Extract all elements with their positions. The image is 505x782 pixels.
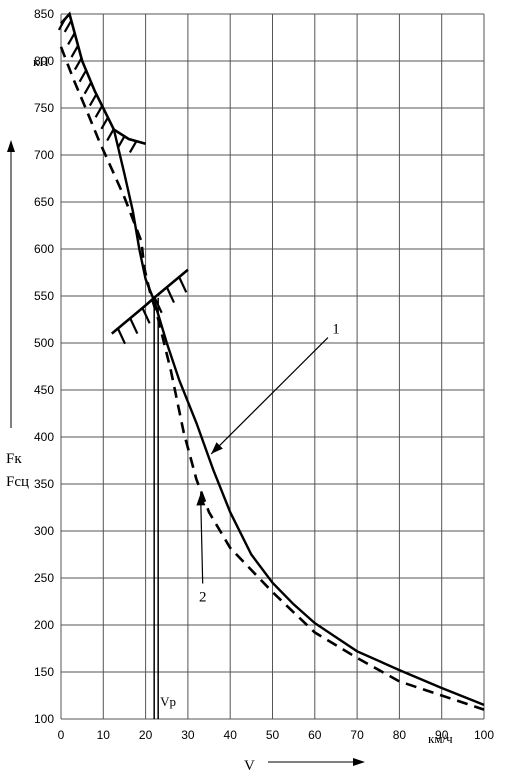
hatch-mark xyxy=(129,317,139,335)
x-tick-label: 50 xyxy=(266,728,280,742)
y-unit-label: кН xyxy=(33,54,49,69)
y-axis-label-bottom: Fсц xyxy=(6,474,29,490)
y-tick-label: 200 xyxy=(34,618,54,632)
hatch-mark xyxy=(165,286,175,303)
x-tick-label: 90 xyxy=(435,728,449,742)
y-tick-label: 650 xyxy=(34,195,54,209)
hatch-mark xyxy=(141,307,151,324)
hatch-mark xyxy=(117,135,126,149)
y-axis-label-top: Fк xyxy=(6,451,22,467)
x-tick-label: 10 xyxy=(97,728,111,742)
x-tick-label: 60 xyxy=(308,728,322,742)
adhesion-limit-mid xyxy=(110,268,189,335)
hatch-mark xyxy=(116,328,127,345)
y-tick-label: 800 xyxy=(34,54,54,68)
annotation-arrow-head xyxy=(211,442,223,454)
y-tick-label: 500 xyxy=(34,336,54,350)
adhesion-limit-top xyxy=(60,11,146,145)
x-tick-label: 40 xyxy=(224,728,238,742)
vp-label: Vp xyxy=(160,694,176,709)
annotations: Vp 1 2 xyxy=(153,297,340,719)
annotation-arrow-line xyxy=(210,337,329,455)
series-lines xyxy=(59,46,485,711)
x-tick-label: 70 xyxy=(350,728,364,742)
y-tick-label: 850 xyxy=(34,7,54,21)
annotation-arrow-line xyxy=(199,493,204,584)
series-line-2 xyxy=(59,46,485,711)
series-annotation-1: 1 xyxy=(332,322,340,338)
y-tick-label: 600 xyxy=(34,242,54,256)
hatch-mark xyxy=(106,128,115,142)
annotation-arrow-head xyxy=(196,493,206,506)
y-axis-arrow xyxy=(7,140,15,428)
hatch-mark xyxy=(94,105,104,118)
x-axis-arrow xyxy=(268,758,365,766)
x-unit-label: км/ч xyxy=(428,731,453,746)
x-tick-label: 30 xyxy=(181,728,195,742)
hatch-mark xyxy=(57,18,67,31)
y-tick-label: 300 xyxy=(34,524,54,538)
y-tick-label: 400 xyxy=(34,430,54,444)
hatch-mark xyxy=(70,45,79,58)
hatch-mark xyxy=(73,57,83,71)
y-tick-label: 550 xyxy=(34,289,54,303)
hatch-mark xyxy=(128,140,138,154)
tick-labels: 1001502002503003504004505005506006507007… xyxy=(34,7,494,742)
x-tick-label: 20 xyxy=(139,728,153,742)
x-tick-label: 100 xyxy=(474,728,494,742)
y-tick-label: 350 xyxy=(34,477,54,491)
y-tick-label: 450 xyxy=(34,383,54,397)
hatch-mark xyxy=(63,20,73,33)
hatch-mark xyxy=(88,93,98,107)
y-tick-label: 250 xyxy=(34,571,54,585)
hatch-mark xyxy=(78,69,88,83)
hatch-mark xyxy=(67,32,76,46)
hatch-mark xyxy=(100,117,109,130)
x-axis-label: V xyxy=(244,758,255,774)
grid xyxy=(60,13,485,720)
series-line-1 xyxy=(112,129,485,707)
y-tick-label: 750 xyxy=(34,101,54,115)
y-tick-label: 100 xyxy=(34,712,54,726)
x-tick-label: 0 xyxy=(58,728,65,742)
hatch-mark xyxy=(178,276,188,293)
y-tick-label: 150 xyxy=(34,665,54,679)
series-annotation-2: 2 xyxy=(199,590,207,606)
hatched-limit-lines xyxy=(57,11,189,345)
hatch-mark xyxy=(83,81,93,95)
y-tick-label: 700 xyxy=(34,148,54,162)
x-tick-label: 80 xyxy=(393,728,407,742)
